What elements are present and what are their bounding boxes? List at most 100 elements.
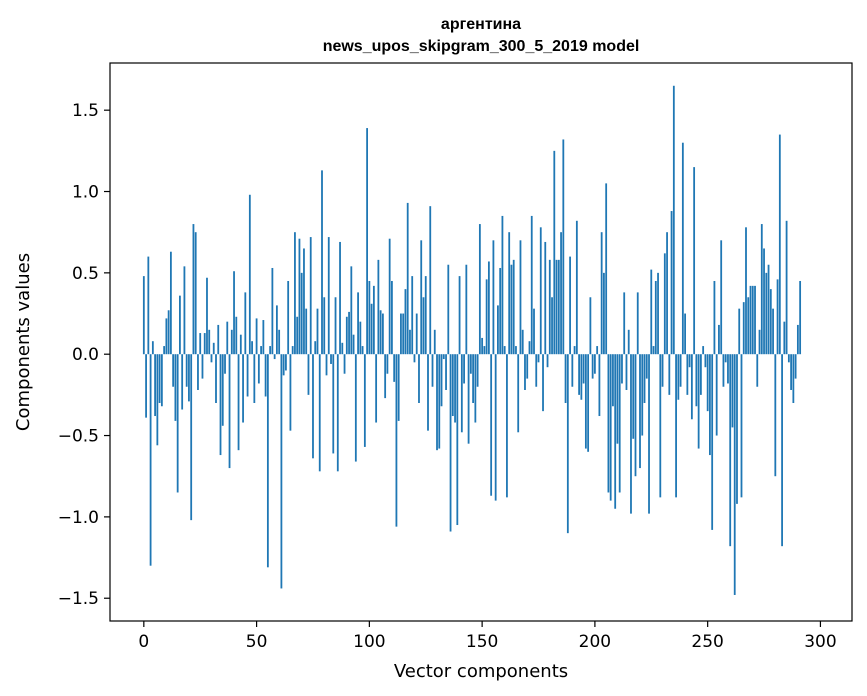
- bar-95: [357, 292, 359, 355]
- chart-subtitle: news_upos_skipgram_300_5_2019 model: [323, 38, 640, 55]
- bar-233: [668, 354, 671, 395]
- bar-98: [363, 354, 366, 447]
- bar-111: [393, 354, 396, 382]
- bar-17: [181, 354, 184, 410]
- bar-167: [519, 240, 522, 355]
- bar-250: [706, 354, 709, 412]
- bar-289: [794, 354, 797, 379]
- bar-213: [623, 292, 626, 355]
- x-tick-label-150: 150: [466, 632, 498, 652]
- bar-198: [589, 297, 592, 355]
- bar-109: [388, 238, 391, 355]
- bar-263: [736, 354, 738, 504]
- bar-127: [429, 206, 432, 355]
- bar-214: [625, 354, 628, 390]
- bar-253: [713, 280, 716, 355]
- bar-177: [542, 354, 544, 412]
- bar-77: [316, 308, 319, 355]
- bar-149: [478, 224, 481, 355]
- bar-113: [397, 354, 400, 421]
- bar-180: [548, 259, 551, 355]
- bar-53: [262, 320, 265, 355]
- bar-286: [787, 354, 790, 363]
- bar-262: [733, 354, 736, 595]
- bar-91: [348, 311, 350, 355]
- bar-222: [643, 354, 646, 403]
- bar-16: [179, 295, 181, 355]
- bar-88: [341, 342, 344, 355]
- bar-163: [510, 264, 513, 355]
- bar-192: [575, 220, 578, 355]
- bar-28: [206, 277, 208, 355]
- bar-72: [305, 308, 308, 355]
- bar-103: [375, 354, 378, 423]
- bar-237: [677, 354, 680, 400]
- x-axis: 0 50 100 150 200 250 300: [138, 621, 837, 652]
- bar-70: [300, 272, 303, 355]
- y-axis-label: Components values: [13, 253, 34, 431]
- bar-29: [208, 329, 211, 355]
- bar-154: [490, 354, 493, 496]
- bar-169: [524, 354, 526, 390]
- bar-58: [273, 354, 276, 360]
- bar-150: [481, 337, 484, 355]
- bar-216: [630, 354, 632, 514]
- bar-61: [280, 354, 283, 589]
- bar-276: [765, 272, 768, 355]
- bar-241: [686, 354, 689, 395]
- bar-21: [190, 354, 193, 521]
- bar-132: [440, 354, 443, 407]
- bar-60: [278, 329, 281, 355]
- bar-189: [569, 256, 571, 355]
- bar-249: [704, 354, 707, 368]
- bar-137: [451, 354, 454, 417]
- bar-147: [474, 354, 477, 423]
- bar-174: [535, 354, 538, 387]
- bar-161: [506, 354, 508, 498]
- bar-207: [609, 354, 612, 501]
- bar-176: [539, 227, 542, 355]
- bar-288: [792, 354, 795, 403]
- bar-107: [384, 354, 387, 399]
- bar-209: [614, 354, 617, 509]
- bar-71: [303, 248, 305, 355]
- bar-64: [287, 280, 290, 355]
- bar-136: [449, 354, 452, 532]
- bar-246: [697, 354, 700, 449]
- bar-273: [758, 329, 761, 355]
- bar-258: [724, 354, 727, 363]
- bar-75: [312, 354, 314, 459]
- x-tick-label-250: 250: [691, 632, 723, 652]
- bar-239: [681, 142, 684, 355]
- bar-106: [381, 313, 384, 355]
- bar-203: [600, 232, 603, 355]
- bar-280: [774, 354, 777, 477]
- bar-290: [796, 324, 799, 355]
- bar-218: [634, 354, 637, 477]
- bar-11: [167, 310, 170, 355]
- bar-78: [318, 354, 321, 472]
- bar-175: [537, 354, 540, 363]
- bar-275: [763, 248, 765, 355]
- bar-245: [695, 354, 698, 407]
- y-tick-label-1: −1.0: [58, 508, 99, 528]
- y-tick-label-5: 1.0: [72, 183, 99, 203]
- bar-230: [661, 354, 664, 387]
- bar-282: [778, 134, 781, 355]
- bar-191: [573, 346, 576, 355]
- bar-164: [512, 259, 515, 355]
- bar-85: [334, 297, 337, 355]
- bar-285: [785, 220, 788, 355]
- bar-69: [298, 238, 301, 355]
- y-tick-label-6: 1.5: [72, 101, 99, 121]
- bar-166: [517, 354, 520, 433]
- bar-3: [149, 354, 152, 566]
- bar-83: [330, 354, 332, 364]
- bar-46: [246, 354, 249, 397]
- bar-131: [438, 354, 441, 449]
- bar-108: [386, 354, 389, 374]
- bar-122: [418, 354, 420, 403]
- bar-100: [368, 280, 371, 355]
- bar-224: [648, 354, 650, 514]
